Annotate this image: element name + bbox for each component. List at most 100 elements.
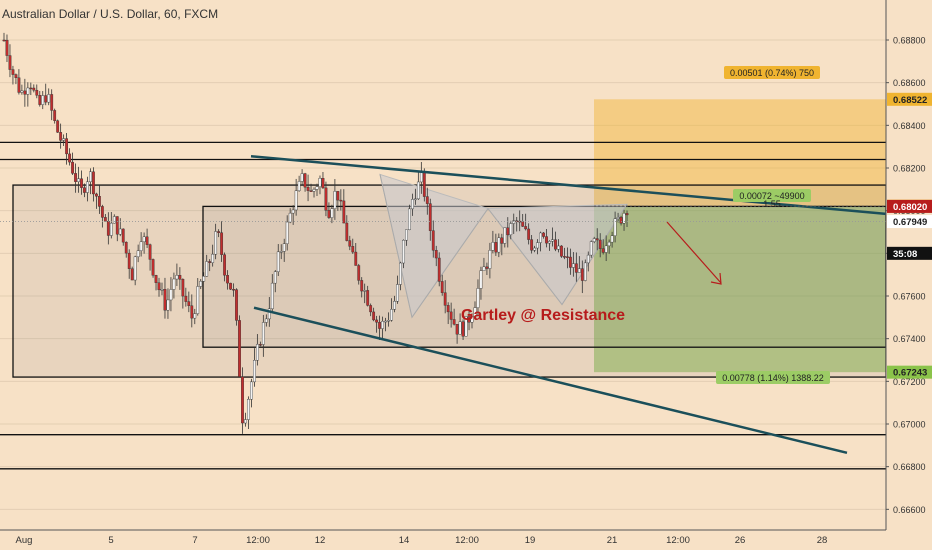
candle-body [333,191,337,209]
candle-body [181,279,185,297]
candle-body [568,256,572,268]
candle-body [80,178,83,188]
candle-body [47,94,51,103]
price-badge-bg [887,215,932,229]
upper-trendline [250,155,887,216]
candle-body [309,190,313,192]
candle-body [276,251,280,272]
candle-body [229,282,232,290]
mid-label-bg [733,189,811,202]
price-badge-bg [887,246,932,260]
candle-body [533,247,537,251]
candle-body [35,89,39,96]
candle-body [554,239,557,250]
candle-body [255,344,259,361]
candle-body [524,226,528,230]
candle-body [86,181,89,193]
target-label-bg [716,371,830,384]
candle-body [425,196,429,204]
price-tick-label: 0.68200 [893,164,926,174]
time-tick-label: 26 [735,535,746,546]
candle-body [604,245,608,253]
candle-body [74,173,77,182]
candle-body [413,198,417,201]
candle-body [408,208,411,231]
candle-body [139,241,143,251]
candle-body [97,196,101,207]
candle-body [539,232,542,243]
price-badge: 0.68020 [893,202,927,213]
price-tick-label: 0.68800 [893,36,926,46]
price-tick-label: 0.67400 [893,334,926,344]
candle-body [83,187,86,193]
candle-body [464,316,468,337]
candle-body [416,181,420,200]
candle-body [223,254,226,276]
candle-body [202,276,206,282]
candle-body [77,178,80,182]
candle-body [607,241,611,247]
candle-body [369,305,373,313]
candle-body [530,239,534,251]
candle-body [217,231,221,233]
candle-body [491,242,495,251]
candle-body [595,238,599,241]
candle-body [252,360,256,383]
candle-body [318,178,322,187]
candle-body [235,289,238,321]
candle-body [354,251,358,266]
candle-body [521,221,525,227]
candle-body [282,243,286,252]
candle-body [574,263,578,273]
candle-body [509,223,513,236]
candle-body [306,186,310,191]
candle-body [589,241,593,256]
candle-body [410,199,414,210]
candle-body [95,193,98,197]
candle-body [115,216,119,235]
candle-body [8,55,12,70]
candle-body [393,301,396,310]
candle-body [586,254,590,264]
time-tick-label: 12:00 [666,535,690,546]
candle-body [619,217,623,224]
candle-body [112,216,116,224]
candle-body [482,266,486,271]
candle-body [378,322,381,329]
candle-body [470,316,474,323]
candle-body [336,191,340,201]
candle-body [390,309,393,321]
candle-body [342,200,346,224]
candle-body [431,230,435,251]
candle-body [196,286,200,314]
time-tick-label: 12 [315,535,326,546]
candle-body [142,236,146,243]
candle-body [163,289,167,311]
candle-body [545,236,548,244]
price-tick-label: 0.67000 [893,420,926,430]
candle-body [512,220,516,224]
candle-body [205,261,209,277]
candle-body [566,256,569,258]
candle-body [327,210,331,218]
candle-body [405,229,408,241]
candle-body [366,290,370,306]
chart-title: Australian Dollar / U.S. Dollar, 60, FXC… [2,7,219,21]
candle-body [294,190,298,211]
candle-body [527,228,531,240]
candle-body [103,217,107,222]
candle-body [38,95,42,105]
candle-body [184,295,188,302]
candle-body [503,227,507,244]
candle-body [479,270,483,289]
candle-body [563,256,566,258]
time-tick-label: 28 [817,535,828,546]
candle-body [241,376,244,424]
candle-body [65,138,69,155]
candle-body [324,187,328,211]
candle-body [109,222,113,236]
candle-body [440,281,444,293]
candle-body [166,299,170,311]
candle-body [32,87,36,91]
